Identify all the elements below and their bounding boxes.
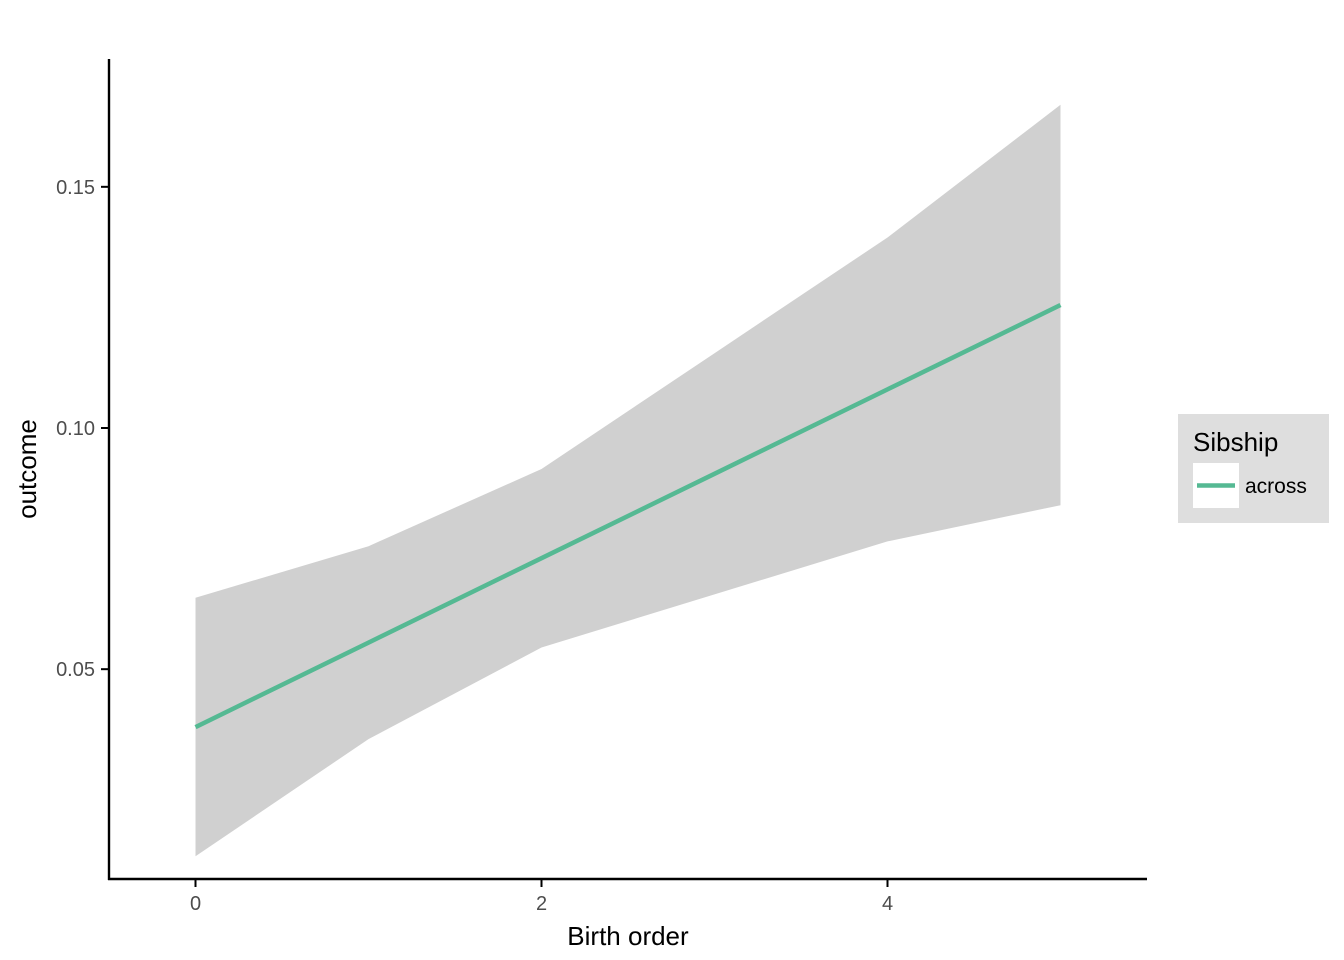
confidence-ribbon-layer <box>195 104 1061 857</box>
x-tick-label: 2 <box>536 893 547 915</box>
legend: Sibship across <box>1178 414 1329 523</box>
y-tick-label: 0.10 <box>56 418 95 440</box>
series-line-across <box>194 302 1062 730</box>
legend-label-across: across <box>1245 475 1307 498</box>
x-axis-ticks: 0 2 4 <box>190 879 893 915</box>
series-line-layer <box>194 302 1062 730</box>
y-axis-ticks: 0.05 0.10 0.15 <box>56 177 109 681</box>
plot-panel <box>194 104 1062 857</box>
y-tick-label: 0.05 <box>56 659 95 681</box>
legend-title: Sibship <box>1193 427 1278 457</box>
x-tick-label: 4 <box>882 893 893 915</box>
y-axis-title: outcome <box>12 419 42 519</box>
x-tick-label: 0 <box>190 893 201 915</box>
x-axis-title: Birth order <box>567 921 689 951</box>
y-tick-label: 0.15 <box>56 177 95 199</box>
confidence-ribbon-across <box>195 104 1061 857</box>
